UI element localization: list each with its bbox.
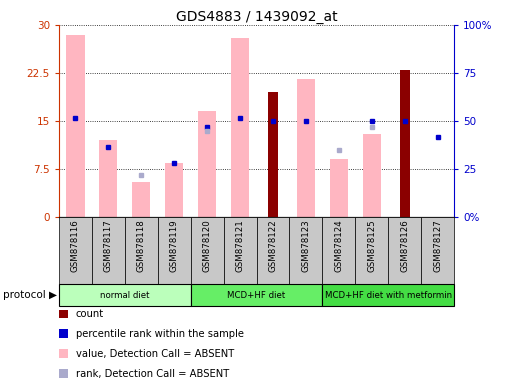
Bar	[268, 92, 278, 217]
Text: GSM878120: GSM878120	[203, 219, 212, 271]
Text: percentile rank within the sample: percentile rank within the sample	[76, 329, 244, 339]
Bar	[330, 159, 348, 217]
Text: count: count	[76, 309, 104, 319]
Bar	[297, 79, 315, 217]
Bar	[400, 70, 409, 217]
Text: GSM878121: GSM878121	[235, 219, 245, 271]
Text: GSM878122: GSM878122	[268, 219, 278, 271]
Bar	[132, 182, 150, 217]
Text: GSM878118: GSM878118	[137, 219, 146, 271]
Text: MCD+HF diet with metformin: MCD+HF diet with metformin	[325, 291, 452, 300]
Bar	[100, 140, 117, 217]
Bar	[231, 38, 249, 217]
Text: GSM878123: GSM878123	[301, 219, 310, 271]
Text: normal diet: normal diet	[100, 291, 150, 300]
Bar	[66, 35, 85, 217]
Text: value, Detection Call = ABSENT: value, Detection Call = ABSENT	[76, 349, 234, 359]
Bar	[198, 111, 216, 217]
Text: GSM878125: GSM878125	[367, 219, 376, 271]
Text: protocol ▶: protocol ▶	[3, 290, 56, 300]
Text: GSM878117: GSM878117	[104, 219, 113, 271]
Text: GSM878119: GSM878119	[170, 219, 179, 271]
Text: GSM878124: GSM878124	[334, 219, 343, 271]
Bar	[165, 162, 183, 217]
Text: GSM878126: GSM878126	[400, 219, 409, 271]
Text: MCD+HF diet: MCD+HF diet	[227, 291, 286, 300]
Text: rank, Detection Call = ABSENT: rank, Detection Call = ABSENT	[76, 369, 229, 379]
Text: GDS4883 / 1439092_at: GDS4883 / 1439092_at	[175, 10, 338, 23]
Text: GSM878116: GSM878116	[71, 219, 80, 271]
Bar	[363, 134, 381, 217]
Text: GSM878127: GSM878127	[433, 219, 442, 271]
